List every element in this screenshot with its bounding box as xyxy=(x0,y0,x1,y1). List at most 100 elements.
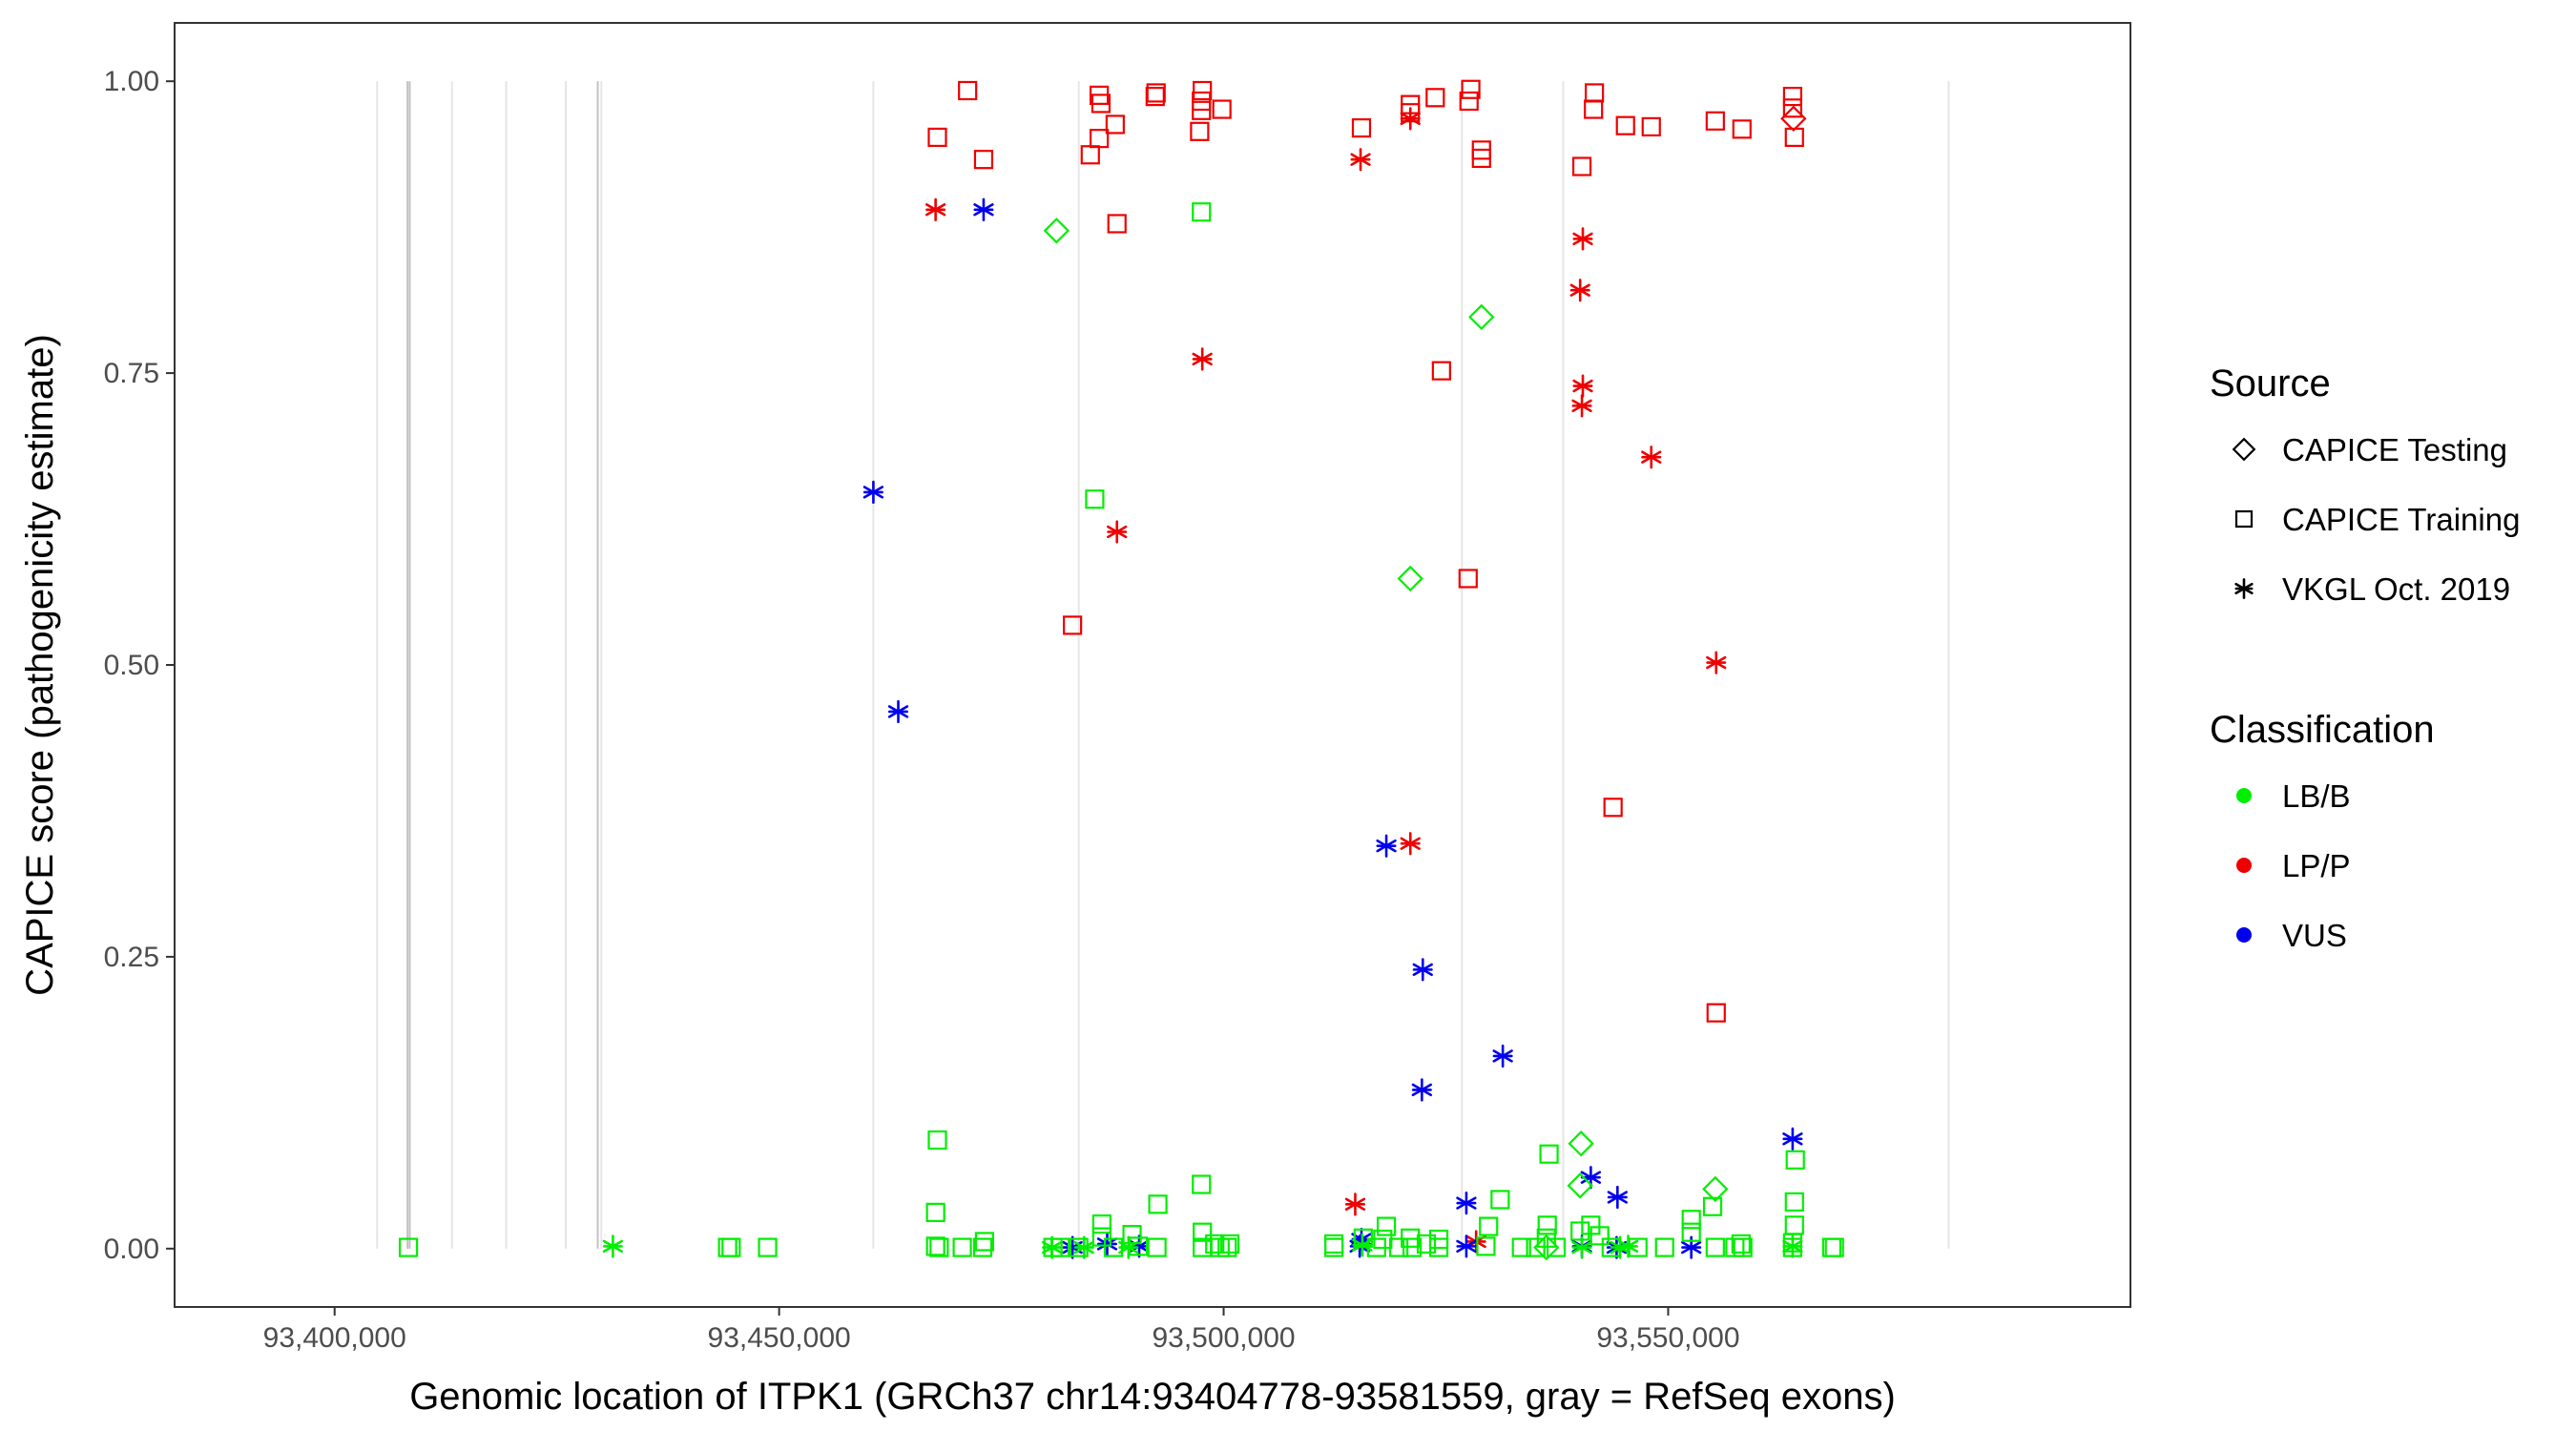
exon-lines xyxy=(376,81,1950,1249)
data-point-square xyxy=(758,1237,778,1257)
y-tick-label: 0.25 xyxy=(104,942,159,973)
data-point-square xyxy=(1603,798,1623,818)
y-tick-label: 0.50 xyxy=(104,650,159,681)
legend-key-diamond xyxy=(2232,437,2256,462)
legend-key-dot xyxy=(2236,788,2252,803)
data-point-square xyxy=(925,1236,945,1256)
data-point-asterisk xyxy=(973,197,994,221)
data-point-asterisk xyxy=(1118,1235,1139,1259)
data-point-square xyxy=(1107,214,1127,234)
data-point-square xyxy=(1479,1216,1499,1236)
data-point-asterisk xyxy=(602,1234,624,1258)
data-point-square xyxy=(1091,93,1111,114)
data-point-asterisk xyxy=(1344,1192,1366,1216)
data-point-square xyxy=(1376,1216,1397,1236)
data-point-square xyxy=(1511,1237,1531,1257)
data-point-square xyxy=(1122,1225,1142,1245)
data-point-diamond xyxy=(1780,105,1807,133)
data-point-square xyxy=(1458,569,1478,589)
data-point-asterisk xyxy=(1782,1234,1803,1258)
data-point-square xyxy=(958,80,978,101)
data-point-square xyxy=(1193,1222,1213,1242)
data-point-square xyxy=(1706,1003,1726,1023)
data-point-square xyxy=(1323,1237,1344,1257)
data-point-square xyxy=(1428,1237,1449,1257)
data-point-square xyxy=(1085,489,1105,509)
data-point-asterisk xyxy=(1400,832,1421,856)
data-point-square xyxy=(1431,361,1451,381)
x-tick-label: 93,500,000 xyxy=(1152,1322,1295,1354)
data-point-square xyxy=(972,1237,993,1257)
data-point-square xyxy=(1192,1174,1212,1194)
data-point-diamond xyxy=(1568,1130,1594,1157)
legend-class-label: VUS xyxy=(2282,918,2347,953)
data-point-square xyxy=(929,1237,949,1257)
data-point-asterisk xyxy=(1492,1044,1513,1068)
x-axis: 93,400,000 93,450,000 93,500,000 93,550,000 xyxy=(263,1307,1740,1354)
data-point-diamond xyxy=(1533,1234,1560,1261)
data-point-square xyxy=(973,150,994,170)
data-point-asterisk xyxy=(887,699,909,724)
data-point-square xyxy=(1705,1237,1725,1257)
data-point-asterisk xyxy=(1073,1235,1094,1259)
data-point-square xyxy=(1681,1222,1701,1242)
data-point-square xyxy=(1351,118,1372,138)
data-point-square xyxy=(1782,86,1803,107)
data-point-asterisk xyxy=(862,480,884,505)
data-point-square xyxy=(1192,91,1212,112)
data-point-square xyxy=(974,1232,994,1252)
data-point-asterisk xyxy=(1782,1127,1803,1151)
data-point-square xyxy=(1615,115,1635,135)
data-point-square xyxy=(1205,1234,1225,1255)
y-tick-label: 1.00 xyxy=(104,66,159,97)
data-point-asterisk xyxy=(1042,1235,1063,1259)
data-point-square xyxy=(1091,1214,1111,1234)
data-point-asterisk xyxy=(1572,227,1593,251)
data-point-asterisk xyxy=(1192,347,1213,371)
data-point-asterisk xyxy=(1350,148,1371,172)
x-axis-title: Genomic location of ITPK1 (GRCh37 chr14:… xyxy=(409,1376,1896,1418)
data-point-square xyxy=(1641,116,1661,137)
data-point-diamond xyxy=(1043,218,1070,244)
legend-source-title: Source xyxy=(2210,363,2331,404)
data-point-square xyxy=(1146,83,1166,103)
data-point-asterisk xyxy=(1411,1078,1432,1102)
data-point-square xyxy=(1219,1234,1240,1255)
data-point-square xyxy=(1490,1190,1510,1210)
data-point-asterisk xyxy=(1571,394,1592,418)
data-point-asterisk xyxy=(1571,1235,1592,1259)
data-point-asterisk xyxy=(1400,107,1421,131)
data-point-asterisk xyxy=(1376,834,1397,858)
data-point-asterisk xyxy=(1456,1191,1477,1215)
legend-source-label: CAPICE Training xyxy=(2282,502,2520,537)
data-point-asterisk xyxy=(1352,1234,1373,1257)
data-point-diamond xyxy=(1468,303,1495,331)
legend-classification-title: Classification xyxy=(2210,709,2435,751)
data-point-square xyxy=(952,1237,972,1257)
legend-key-square xyxy=(2234,509,2254,529)
data-point-square xyxy=(1212,99,1232,119)
data-point-square xyxy=(1539,1144,1559,1164)
data-point-square xyxy=(1570,1221,1590,1241)
legend: Source Classification CAPICE Testing CAPI… xyxy=(2210,363,2520,953)
data-point-asterisk xyxy=(1412,958,1433,982)
data-point-asterisk xyxy=(924,197,946,221)
data-point-square xyxy=(1571,156,1592,176)
data-point-square xyxy=(1585,83,1605,103)
x-tick-label: 93,550,000 xyxy=(1596,1322,1739,1354)
data-point-square xyxy=(1148,1194,1168,1214)
legend-key-asterisk xyxy=(2234,578,2254,599)
data-point-square xyxy=(1589,1226,1610,1246)
data-point-square xyxy=(927,127,947,148)
legend-key-dot xyxy=(2236,927,2252,943)
data-point-square xyxy=(1193,80,1213,101)
data-point-square xyxy=(1147,1237,1167,1257)
data-point-square xyxy=(1471,148,1491,169)
data-point-square xyxy=(1091,1227,1111,1247)
data-point-asterisk xyxy=(1107,520,1128,544)
data-point-asterisk xyxy=(1706,651,1727,674)
data-point-asterisk xyxy=(1641,446,1662,469)
legend-source-label: VKGL Oct. 2019 xyxy=(2282,571,2510,607)
data-point-square xyxy=(1731,1234,1751,1255)
